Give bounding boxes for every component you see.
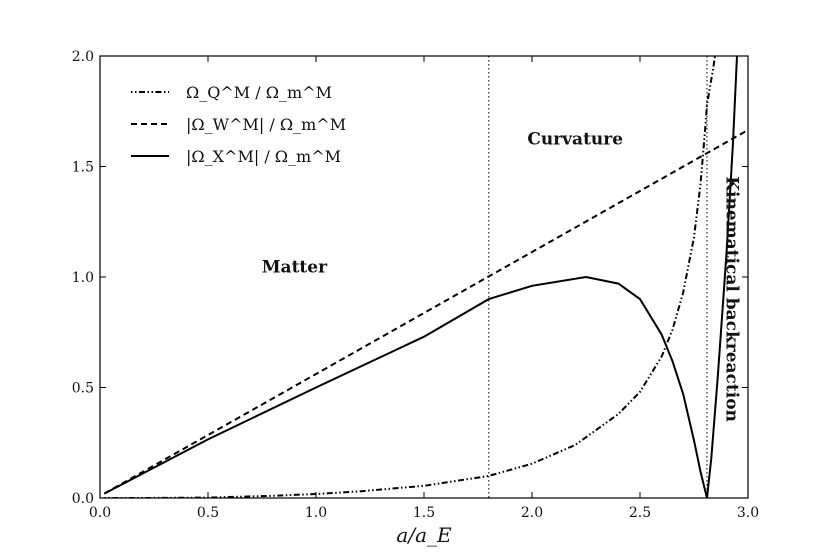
x-tick-label: 0.5 [197, 505, 219, 521]
legend-label: |Ω_W^M| / Ω_m^M [186, 115, 346, 134]
y-tick-label: 0.5 [72, 381, 94, 397]
x-tick-label: 2.5 [629, 505, 651, 521]
y-tick-label: 1.0 [72, 270, 94, 286]
series-line [104, 56, 716, 498]
x-tick-label: 2.0 [521, 505, 543, 521]
legend-label: |Ω_X^M| / Ω_m^M [186, 147, 341, 166]
x-axis-label: a/a_E [396, 523, 452, 547]
region-annotation: Kinematical backreaction [721, 176, 741, 422]
x-tick-label: 3.0 [737, 505, 759, 521]
series-layer [103, 56, 748, 498]
region-annotation: Curvature [527, 129, 623, 149]
ticks-layer: 0.0 0.5 1.0 1.5 2.0 2.5 3.0 0.0 0.5 1.0 1.5 2.0 [72, 49, 759, 521]
series-line [103, 129, 748, 495]
x-tick-label: 1.5 [413, 505, 435, 521]
region-annotation: Matter [262, 258, 328, 278]
legend-label: Ω_Q^M / Ω_m^M [186, 83, 332, 102]
legend: Ω_Q^M / Ω_m^M |Ω_W^M| / Ω_m^M |Ω_X^M| / Ω_… [131, 83, 346, 166]
x-tick-label: 1.0 [305, 505, 327, 521]
y-tick-label: 2.0 [72, 49, 94, 65]
x-tick-label: 0.0 [89, 505, 111, 521]
y-tick-label: 1.5 [72, 160, 94, 176]
y-tick-label: 0.0 [72, 491, 94, 507]
series-line [103, 56, 738, 498]
plot-area [488, 56, 708, 498]
labels-layer: a/a_E Matter Curvature Kinematical backreac… [262, 129, 742, 547]
